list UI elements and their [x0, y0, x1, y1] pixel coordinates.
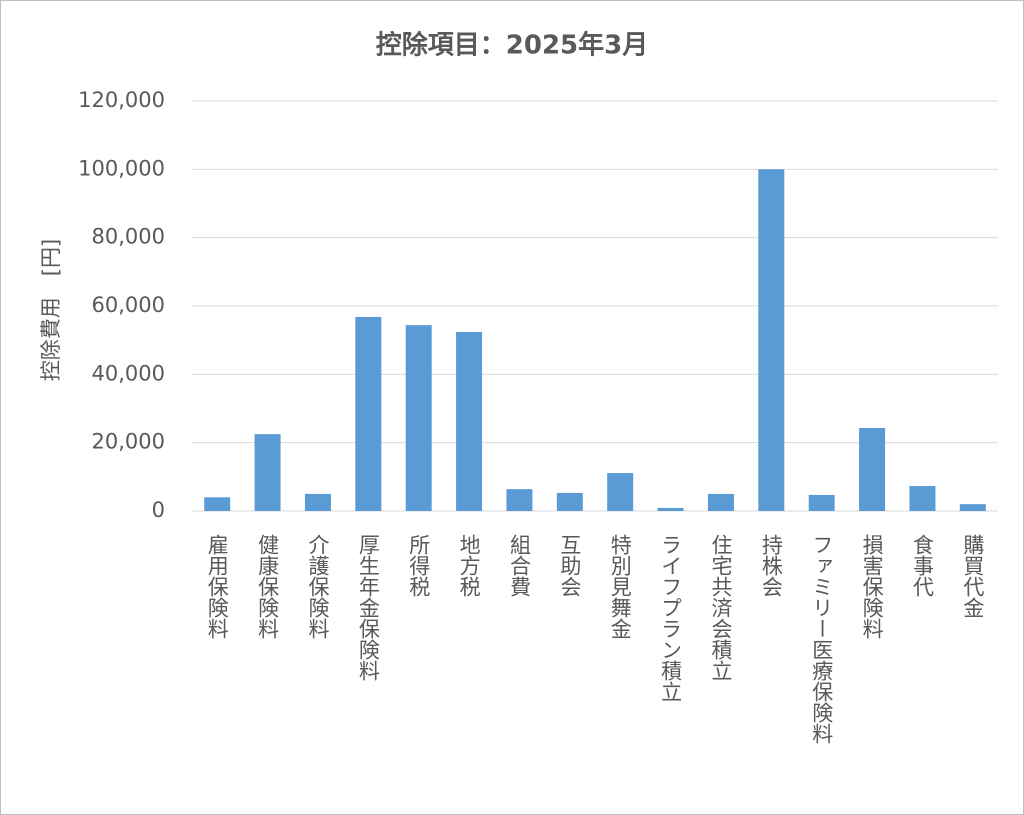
y-tick-label: 120,000	[78, 88, 165, 112]
x-tick-label: 組合費	[507, 534, 531, 597]
x-tick-label: 地方税	[457, 534, 481, 597]
x-tick-label: 特別見舞金	[608, 534, 632, 639]
y-axis-title: 控除費用 [円]	[39, 239, 63, 381]
bar	[959, 504, 986, 511]
bar	[909, 486, 936, 511]
x-tick-label: 所得税	[407, 534, 431, 597]
bar	[355, 316, 382, 511]
x-tick-label: 持株会	[759, 534, 783, 597]
x-tick-label: 購買代金	[961, 534, 985, 618]
bar	[808, 494, 835, 511]
bar	[506, 489, 533, 511]
x-tick-label: 住宅共済会積立	[709, 534, 733, 681]
x-tick-label: 健康保険料	[256, 534, 280, 639]
x-tick-label: ファミリー医療保険料	[810, 534, 834, 744]
x-tick-label: 互助会	[558, 534, 582, 597]
y-tick-label: 100,000	[78, 156, 165, 180]
bar	[456, 331, 483, 511]
bar	[707, 493, 734, 511]
bar	[607, 473, 634, 511]
bar	[204, 497, 231, 511]
x-tick-label: 厚生年金保険料	[356, 534, 380, 681]
x-tick-label: ライフプラン積立	[659, 534, 683, 702]
y-tick-label: 0	[152, 498, 165, 522]
bar	[254, 434, 281, 511]
bar	[758, 169, 785, 512]
bar	[657, 507, 684, 511]
y-tick-label: 60,000	[92, 293, 165, 317]
bar	[859, 427, 886, 511]
bar	[304, 493, 331, 511]
bar	[556, 492, 583, 511]
x-tick-label: 損害保険料	[860, 534, 884, 639]
x-tick-label: 食事代	[910, 534, 934, 597]
chart-title: 控除項目：2025年3月	[376, 30, 648, 61]
x-tick-label: 雇用保険料	[205, 534, 229, 639]
y-tick-label: 40,000	[92, 361, 165, 385]
y-tick-label: 20,000	[92, 430, 165, 454]
bar	[405, 325, 432, 511]
x-tick-label: 介護保険料	[306, 534, 330, 639]
y-tick-label: 80,000	[92, 225, 165, 249]
